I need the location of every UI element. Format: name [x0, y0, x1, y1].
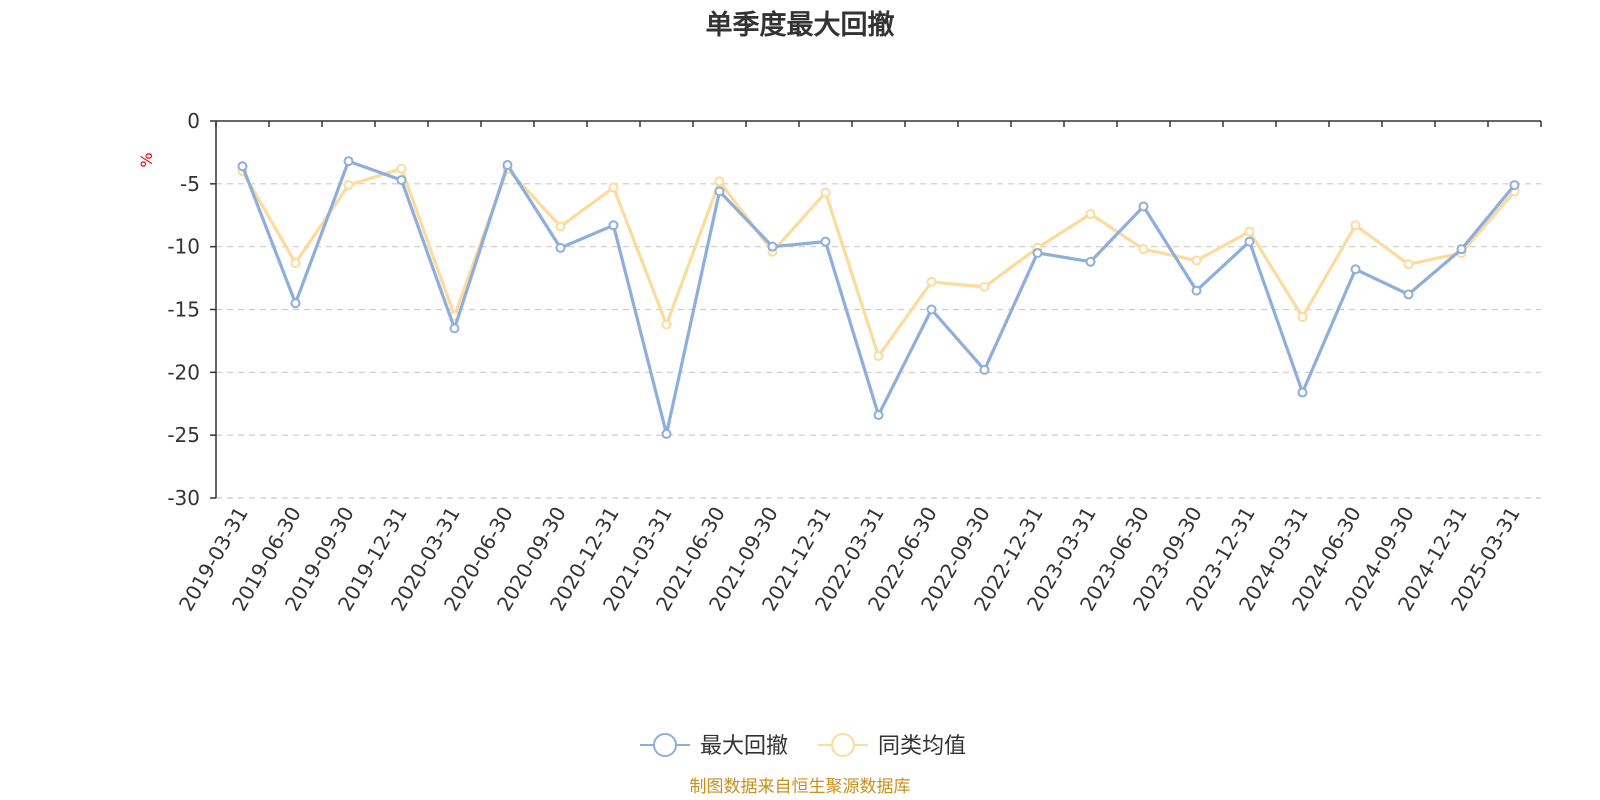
data-point: [396, 163, 407, 174]
data-point: [1191, 255, 1202, 266]
y-axis-unit: %: [137, 152, 156, 167]
data-point: [1138, 244, 1149, 255]
data-point: [237, 161, 248, 172]
data-point: [1085, 256, 1096, 267]
data-point: [1032, 247, 1043, 258]
data-point: [1085, 208, 1096, 219]
data-point: [873, 410, 884, 421]
data-point: [608, 182, 619, 193]
y-tick-label: -30: [167, 486, 200, 510]
legend-item-1[interactable]: 最大回撤: [640, 733, 788, 759]
data-point: [1297, 387, 1308, 398]
data-point: [820, 187, 831, 198]
data-point: [926, 304, 937, 315]
data-point: [555, 242, 566, 253]
data-point: [873, 350, 884, 361]
data-point: [661, 428, 672, 439]
data-point: [396, 175, 407, 186]
series-line: [241, 159, 1516, 436]
axes: 0-5-10-15-20-25-302019-03-312019-06-3020…: [167, 109, 1542, 615]
legend-marker: [653, 733, 677, 757]
chart-title: 单季度最大回撤: [706, 9, 895, 41]
data-point: [343, 180, 354, 191]
data-point: [1456, 244, 1467, 255]
data-point: [449, 323, 460, 334]
y-tick-label: -25: [167, 423, 200, 447]
data-point: [343, 156, 354, 167]
y-tick-label: -15: [167, 298, 200, 322]
data-point: [979, 281, 990, 292]
data-point: [555, 221, 566, 232]
data-point: [714, 176, 725, 187]
data-point: [608, 220, 619, 231]
data-point: [1138, 201, 1149, 212]
data-point: [1509, 180, 1520, 191]
data-point: [290, 298, 301, 309]
data-point: [661, 319, 672, 330]
legend-label: 同类均值: [878, 734, 966, 759]
legend-label: 最大回撤: [700, 734, 788, 759]
data-point: [767, 241, 778, 252]
data-point: [926, 276, 937, 287]
legend-item-2[interactable]: 同类均值: [818, 733, 966, 759]
series-layer: [237, 156, 1520, 439]
data-point: [714, 186, 725, 197]
data-point: [1350, 264, 1361, 275]
data-point: [1350, 220, 1361, 231]
legend-marker: [831, 733, 855, 757]
y-tick-label: -20: [167, 360, 200, 384]
y-tick-label: -10: [167, 235, 200, 259]
data-point: [1191, 285, 1202, 296]
series-line: [241, 167, 1516, 358]
data-point: [1403, 259, 1414, 270]
data-point: [820, 236, 831, 247]
data-point: [502, 159, 513, 170]
data-point: [1403, 289, 1414, 300]
y-tick-label: -5: [180, 172, 200, 196]
data-point: [1244, 226, 1255, 237]
data-point: [1244, 236, 1255, 247]
source-note: 制图数据来自恒生聚源数据库: [690, 777, 911, 797]
legend[interactable]: 最大回撤 同类均值: [640, 733, 966, 759]
grid: [216, 183, 1541, 499]
series-1: [237, 156, 1520, 439]
data-point: [290, 258, 301, 269]
data-point: [979, 364, 990, 375]
y-tick-label: 0: [187, 109, 200, 133]
data-point: [1297, 312, 1308, 323]
